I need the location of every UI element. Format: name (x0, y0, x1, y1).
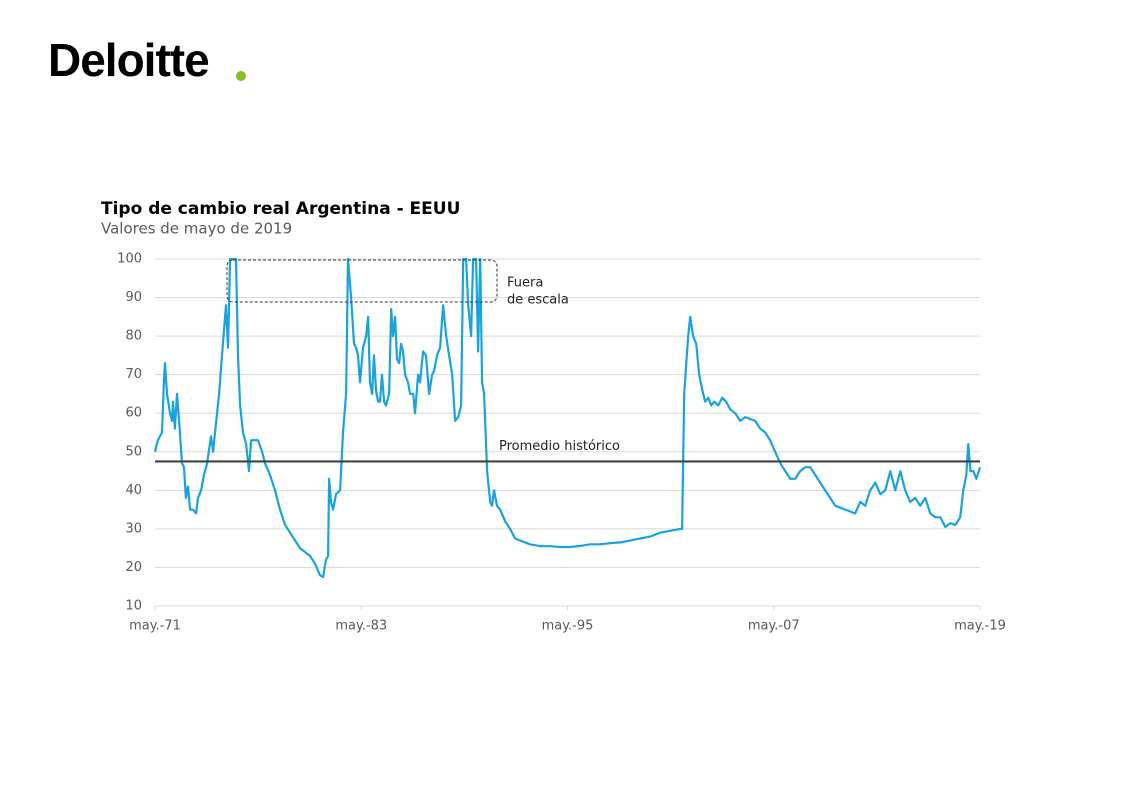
out-of-scale-box (226, 259, 498, 303)
y-tick-label: 60 (125, 406, 142, 421)
y-tick-label: 50 (125, 444, 142, 459)
y-tick-label: 20 (125, 560, 142, 575)
reference-label: Promedio histórico (499, 439, 620, 454)
y-tick-label: 90 (125, 290, 142, 305)
y-tick-label: 80 (125, 329, 142, 344)
annotation: de escala (507, 293, 569, 308)
x-tick-label: may.-07 (748, 619, 800, 634)
logo: Deloitte (48, 34, 209, 86)
y-tick-label: 30 (125, 521, 142, 536)
chart-subtitle: Valores de mayo de 2019 (101, 220, 292, 238)
x-tick-label: may.-19 (954, 619, 1006, 634)
y-tick-label: 100 (117, 252, 142, 267)
x-tick-label: may.-71 (129, 619, 181, 634)
y-tick-label: 10 (125, 599, 142, 614)
y-tick-label: 70 (125, 367, 142, 382)
x-tick-label: may.-95 (542, 619, 594, 634)
y-tick-label: 40 (125, 483, 142, 498)
logo-dot (236, 71, 246, 81)
chart-title: Tipo de cambio real Argentina - EEUU (101, 199, 460, 219)
x-tick-label: may.-83 (335, 619, 387, 634)
annotation: Fuera (507, 276, 543, 291)
data-line (153, 257, 982, 579)
